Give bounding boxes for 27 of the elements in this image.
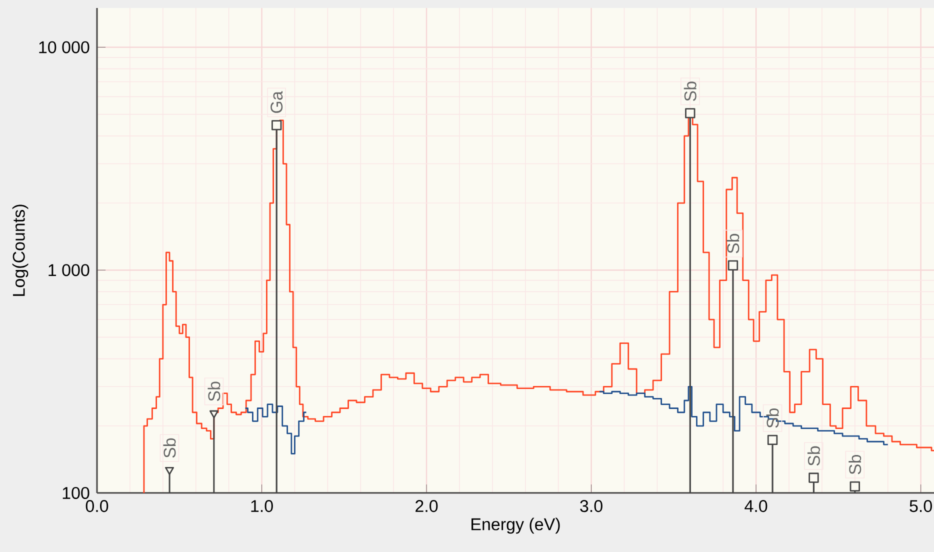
x-axis-title: Energy (eV) — [472, 518, 560, 534]
y-axis-title: Log(Counts) — [12, 204, 28, 296]
x-tick-label: 2.0 — [416, 500, 438, 512]
x-tick-label: 5.0 — [910, 500, 932, 512]
annotation: Sb — [766, 408, 779, 428]
point — [850, 481, 860, 492]
x-tick-label: 4.0 — [744, 500, 768, 512]
annotation: Sb — [848, 454, 862, 474]
point — [767, 434, 778, 446]
point — [728, 260, 738, 270]
x-tick-label: 1.0 — [251, 500, 273, 512]
point — [685, 108, 696, 118]
point — [272, 120, 282, 130]
point — [164, 466, 174, 475]
y-tick-label: 1 000 — [48, 264, 90, 276]
annotation: Ga — [270, 91, 283, 113]
annotation: Sb — [807, 446, 820, 466]
annotation: Sb — [684, 82, 696, 101]
point — [808, 472, 819, 483]
annotation: Sb — [163, 438, 176, 458]
annotation: Sb — [208, 382, 220, 402]
point — [209, 410, 218, 418]
annotation: Sb — [726, 234, 740, 254]
x-tick-label: 0.0 — [86, 500, 108, 512]
y-tick-label: 10 000 — [39, 41, 90, 54]
x-tick-label: 3.0 — [580, 500, 602, 512]
y-tick-label: 100 — [62, 486, 90, 499]
